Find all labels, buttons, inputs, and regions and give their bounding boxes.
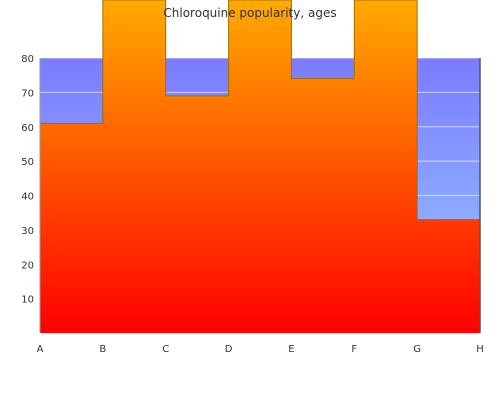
y-tick-label: 10 [21, 295, 34, 306]
y-axis-ticks: 10 20 30 40 50 60 70 80 [21, 54, 34, 306]
x-tick-label: E [288, 344, 294, 355]
y-tick-label: 30 [21, 226, 34, 237]
x-tick-label: C [162, 344, 169, 355]
x-axis-ticks: A B C D E F G H [37, 344, 484, 355]
area-outline [39, 0, 481, 333]
y-tick-label: 70 [21, 88, 34, 99]
x-tick-label: H [476, 344, 484, 355]
y-tick-label: 60 [21, 123, 34, 134]
y-tick-label: 20 [21, 260, 34, 271]
y-tick-label: 40 [21, 192, 34, 203]
chart-title: Chloroquine popularity, ages [163, 6, 336, 20]
x-tick-label: F [351, 344, 357, 355]
x-tick-label: D [225, 344, 233, 355]
x-tick-label: G [413, 344, 421, 355]
area-series [40, 0, 480, 333]
x-tick-label: A [37, 344, 44, 355]
y-tick-label: 50 [21, 157, 34, 168]
y-tick-label: 80 [21, 54, 34, 65]
x-tick-label: B [99, 344, 106, 355]
